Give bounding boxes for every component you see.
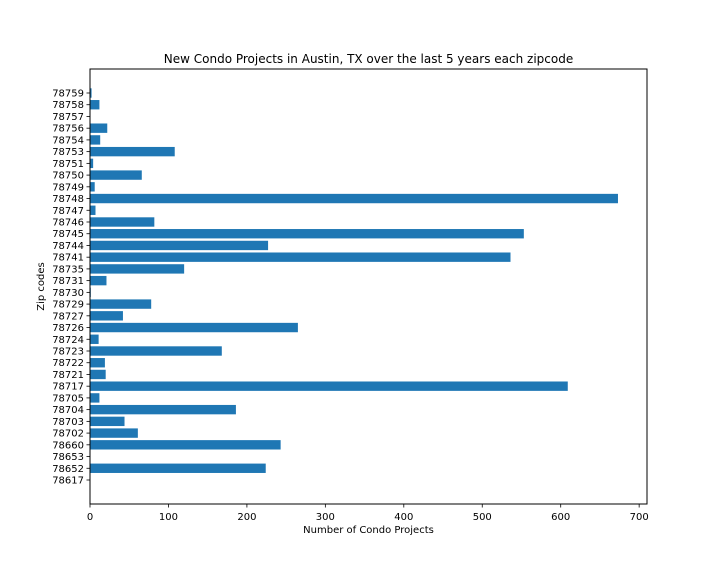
bar-78731 xyxy=(90,275,107,286)
bar-78745 xyxy=(90,229,524,239)
y-tick-label: 78753 xyxy=(52,147,84,158)
y-tick-label: 78748 xyxy=(52,194,84,205)
bar-78744 xyxy=(90,240,269,251)
bar-78723 xyxy=(90,346,222,356)
x-tick-label: 200 xyxy=(237,512,256,523)
y-tick-label: 78754 xyxy=(52,135,84,146)
x-axis: 0 100 200 300 400 500 600 700 xyxy=(87,504,649,523)
y-tick-label: 78705 xyxy=(52,393,84,404)
bar-78747 xyxy=(90,205,96,215)
axes-frame xyxy=(89,68,648,505)
y-tick-label: 78702 xyxy=(52,429,84,440)
bar-78759 xyxy=(90,88,92,98)
x-tick-label: 500 xyxy=(473,512,492,523)
bar-78746 xyxy=(90,217,155,227)
x-tick-label: 0 xyxy=(87,512,93,523)
bar-78722 xyxy=(90,358,105,368)
x-tick-label: 700 xyxy=(630,512,649,523)
x-tick-label: 600 xyxy=(551,512,570,523)
x-tick-label: 100 xyxy=(159,512,178,523)
y-tick-label: 78750 xyxy=(52,171,84,182)
bar-78749 xyxy=(90,182,95,192)
x-tick-label: 400 xyxy=(394,512,413,523)
y-tick-label: 78731 xyxy=(52,276,84,287)
y-tick-label: 78741 xyxy=(52,253,84,264)
y-tick-label: 78653 xyxy=(52,452,84,463)
y-tick-label: 78746 xyxy=(52,218,84,229)
bar-78756 xyxy=(90,123,108,133)
y-tick-label: 78652 xyxy=(52,464,84,475)
y-tick-label: 78717 xyxy=(52,382,84,393)
bar-78705 xyxy=(90,393,100,403)
y-tick-label: 78759 xyxy=(52,89,84,100)
y-tick-label: 78617 xyxy=(52,476,84,487)
bar-78727 xyxy=(90,311,123,321)
bar-78758 xyxy=(90,100,100,110)
bar-78702 xyxy=(90,428,138,438)
y-axis: 7861778652786537866078702787037870478705… xyxy=(52,89,90,487)
bar-78724 xyxy=(90,334,99,344)
y-tick-label: 78745 xyxy=(52,229,84,240)
bar-78703 xyxy=(90,416,125,427)
y-tick-label: 78735 xyxy=(52,264,84,275)
y-tick-label: 78722 xyxy=(52,358,84,369)
bar-78753 xyxy=(90,146,175,157)
bar-78652 xyxy=(90,463,266,473)
bar-78741 xyxy=(90,252,511,262)
y-tick-label: 78724 xyxy=(52,335,84,346)
bar-78754 xyxy=(90,135,101,145)
chart-title: New Condo Projects in Austin, TX over th… xyxy=(164,52,573,66)
y-tick-label: 78749 xyxy=(52,182,84,193)
bar-78704 xyxy=(90,404,236,415)
bar-78721 xyxy=(90,369,106,380)
x-tick-label: 300 xyxy=(316,512,335,523)
y-tick-label: 78721 xyxy=(52,370,84,381)
bar-78726 xyxy=(90,322,298,333)
bar-78748 xyxy=(90,193,618,204)
y-tick-label: 78723 xyxy=(52,347,84,358)
y-tick-label: 78758 xyxy=(52,100,84,111)
y-tick-label: 78729 xyxy=(52,300,84,311)
y-axis-label: Zip codes xyxy=(36,262,47,310)
y-tick-label: 78751 xyxy=(52,159,84,170)
y-tick-label: 78744 xyxy=(52,241,84,252)
y-tick-label: 78730 xyxy=(52,288,84,299)
bar-78750 xyxy=(90,170,142,180)
bar-78751 xyxy=(90,158,94,169)
y-tick-label: 78660 xyxy=(52,440,84,451)
y-tick-label: 78704 xyxy=(52,405,84,416)
y-tick-label: 78747 xyxy=(52,206,84,217)
bar-78717 xyxy=(90,381,568,391)
y-tick-label: 78756 xyxy=(52,124,84,135)
x-axis-label: Number of Condo Projects xyxy=(303,525,434,536)
bars-group xyxy=(90,88,618,473)
y-tick-label: 78726 xyxy=(52,323,84,334)
bar-78660 xyxy=(90,440,281,450)
y-tick-label: 78703 xyxy=(52,417,84,428)
y-tick-label: 78757 xyxy=(52,112,84,123)
y-tick-label: 78727 xyxy=(52,311,84,322)
bar-78735 xyxy=(90,264,185,274)
bar-78729 xyxy=(90,299,152,309)
